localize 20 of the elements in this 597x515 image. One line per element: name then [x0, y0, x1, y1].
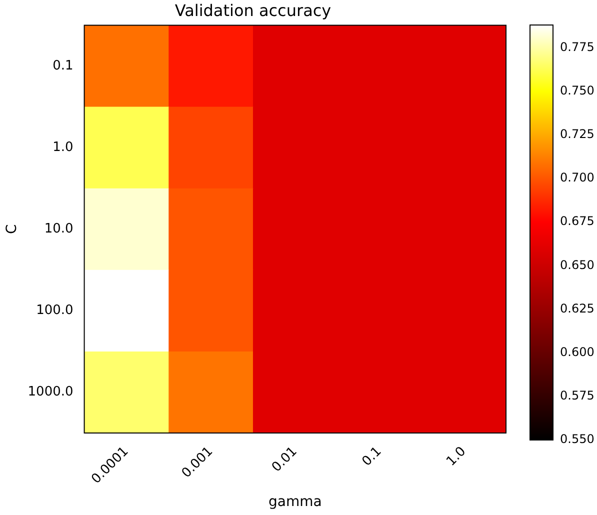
x-tick-label: 1.0: [444, 444, 470, 470]
color-bar-label: 0.650: [560, 258, 594, 272]
y-tick-label: 1000.0: [28, 384, 74, 400]
color-bar-label: 0.675: [560, 214, 594, 228]
x-axis-title: gamma: [268, 494, 322, 510]
chart-title: Validation accuracy: [174, 0, 332, 20]
color-bar-label: 0.725: [560, 126, 594, 141]
color-bar-label: 0.575: [560, 388, 594, 403]
y-tick-label: 10.0: [44, 221, 74, 236]
color-bar-label: 0.700: [560, 170, 594, 185]
y-tick-label: 1.0: [52, 140, 74, 155]
color-bar-label: 0.550: [560, 432, 594, 446]
x-tick-label: 0.1: [359, 444, 385, 470]
color-bar-label: 0.750: [560, 83, 594, 98]
color-bar-label: 0.600: [560, 344, 594, 359]
y-axis-title: C: [4, 224, 20, 234]
y-tick-label: 100.0: [36, 303, 74, 318]
color-bar-label: 0.775: [560, 40, 594, 54]
y-tick-label: 0.1: [52, 58, 74, 74]
color-bar-label: 0.625: [560, 301, 594, 316]
